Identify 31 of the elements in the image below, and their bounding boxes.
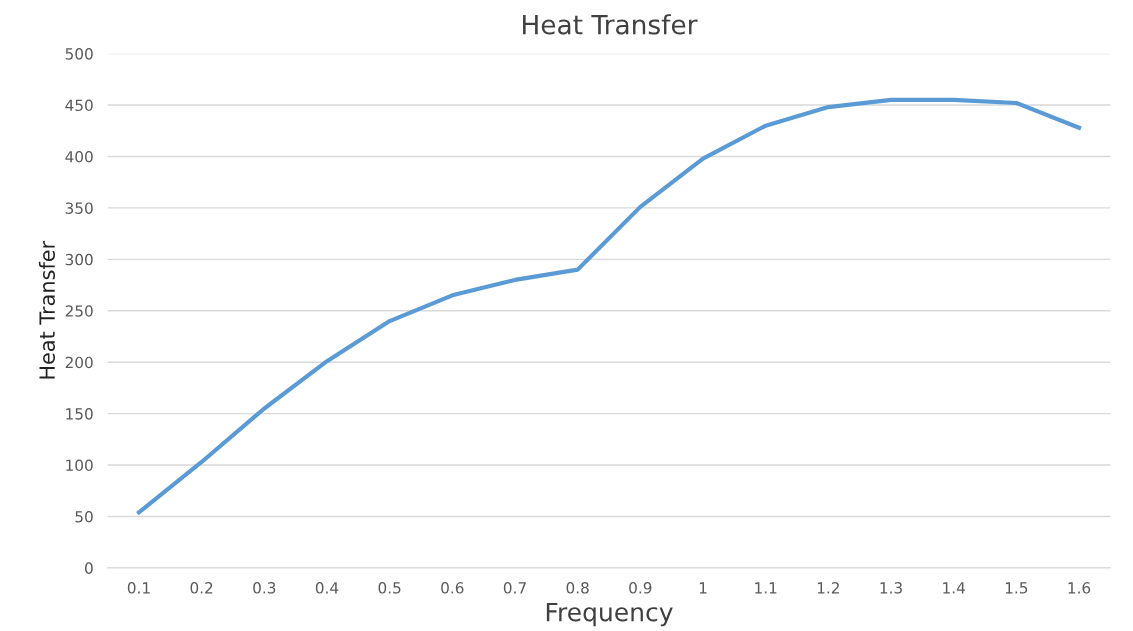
y-tick-label: 150: [66, 408, 93, 420]
x-tick-label: 1: [699, 582, 707, 594]
y-tick-label: 200: [65, 356, 93, 369]
x-tick-label: 0.8: [566, 582, 589, 594]
x-tick-label: 0.3: [253, 582, 276, 594]
x-tick-label: 0.7: [503, 582, 526, 594]
x-tick-label: 1.5: [1005, 582, 1028, 594]
y-tick-label: 400: [65, 150, 93, 163]
y-tick-label: 300: [65, 253, 93, 266]
y-tick-label: 100: [66, 459, 93, 472]
x-tick-label: 0.1: [127, 582, 150, 594]
x-tick-label: 1.2: [817, 582, 839, 594]
x-tick-label: 1.1: [755, 582, 777, 594]
x-tick-label: 0.4: [315, 582, 339, 594]
chart-title: Heat Transfer: [523, 14, 698, 35]
y-tick-label: 350: [65, 202, 93, 214]
x-tick-label: 1.6: [1068, 582, 1091, 594]
y-tick-label: 450: [65, 99, 93, 112]
x-tick-label: 1.4: [943, 582, 965, 594]
y-tick-label: 50: [75, 510, 93, 523]
y-tick-label: 250: [65, 305, 93, 317]
line-series: [136, 97, 1082, 515]
x-tick-label: 0.9: [629, 582, 652, 594]
x-axis-title: Frequency: [546, 602, 673, 627]
y-axis-title: Heat Transfer: [38, 240, 55, 379]
y-tick-label: 500: [65, 48, 93, 60]
x-tick-label: 0.6: [441, 582, 464, 594]
x-tick-label: 0.2: [190, 582, 213, 594]
x-tick-label: 1.3: [880, 582, 902, 594]
x-tick-label: 0.5: [378, 582, 401, 594]
y-tick-label: 0: [85, 562, 93, 574]
